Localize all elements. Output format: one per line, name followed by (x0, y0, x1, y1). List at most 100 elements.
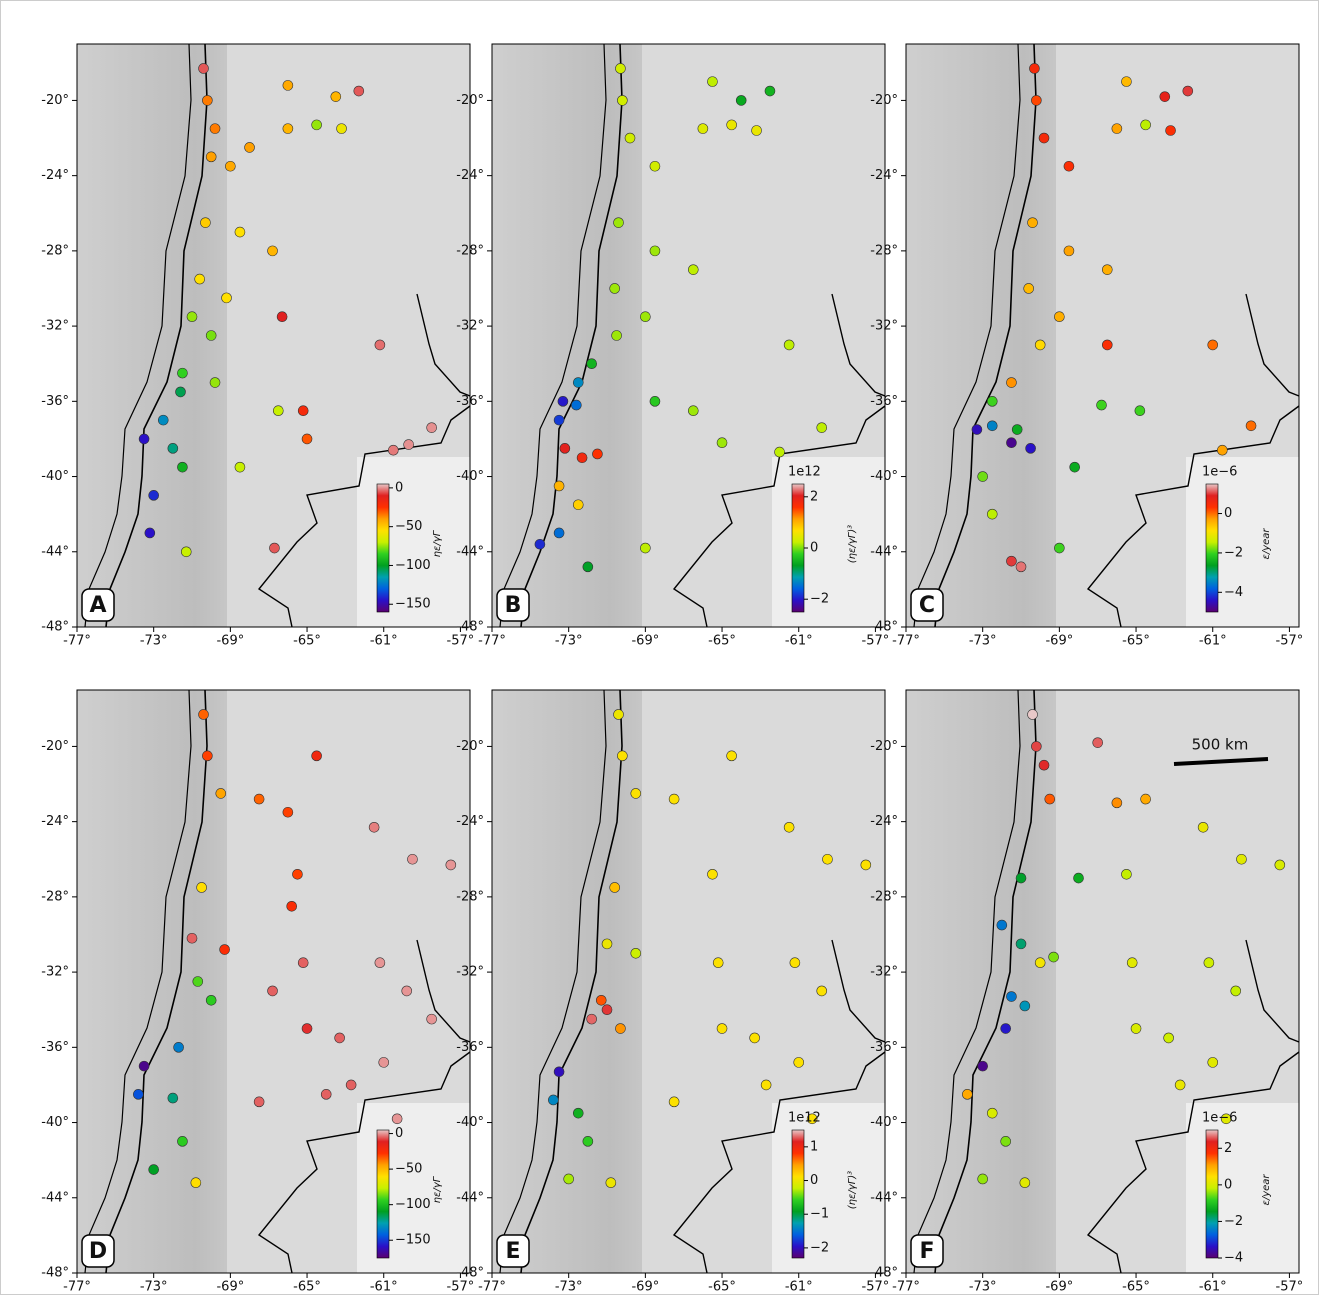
station (553, 1066, 565, 1078)
station (613, 217, 624, 228)
colorbar-tick-label: −150 (395, 597, 431, 612)
colorbar-label: (ηε/γΓ)³ (847, 1171, 858, 1209)
station (426, 422, 437, 433)
station (1121, 76, 1132, 87)
panel-label: C (919, 593, 935, 618)
station (177, 461, 188, 473)
y-tick-label: -36° (41, 394, 69, 409)
y-tick-label: -48° (456, 1266, 484, 1281)
colorbar-tick-label: −100 (395, 558, 431, 573)
panel-label-box (910, 588, 944, 622)
colorbar-tick-label: 0 (395, 1126, 403, 1141)
colorbar-tick-label: −2 (1224, 1214, 1243, 1229)
station (1019, 1000, 1031, 1012)
y-tick-label: -48° (41, 1266, 69, 1281)
station (617, 95, 628, 106)
station (1220, 1113, 1232, 1125)
station (822, 853, 833, 865)
station (368, 821, 380, 833)
station (601, 1004, 613, 1016)
colorbar-label: (ηε/γΓ)³ (847, 525, 858, 563)
x-tick-label: -61° (785, 1280, 813, 1295)
x-tick-label: -73° (140, 634, 168, 649)
colorbar (1205, 483, 1219, 613)
stations (534, 63, 828, 573)
station (707, 76, 718, 87)
panel-label: D (89, 1239, 107, 1264)
station (1027, 217, 1038, 228)
panel-frame (905, 689, 1300, 1274)
station (624, 132, 636, 144)
station (144, 527, 156, 539)
x-tick-label: -61° (1199, 1280, 1227, 1295)
station (630, 788, 642, 799)
x-tick-label: -69° (1045, 1280, 1073, 1295)
station (557, 396, 569, 407)
station (640, 542, 651, 554)
station (601, 938, 613, 950)
station (553, 527, 565, 539)
y-tick-label: -28° (456, 889, 484, 904)
y-tick-label: -48° (870, 620, 898, 635)
station (330, 91, 342, 102)
x-tick-label: -77° (478, 1280, 506, 1295)
y-tick-label: -32° (456, 319, 484, 334)
station (426, 1013, 437, 1025)
x-tick-label: -77° (892, 634, 920, 649)
station (774, 446, 785, 458)
panel-label-box (496, 588, 530, 622)
station (977, 1173, 988, 1185)
colorbar (791, 483, 805, 613)
y-tick-label: -36° (41, 1040, 69, 1055)
station (445, 859, 457, 871)
station (253, 1096, 265, 1108)
x-tick-label: -57° (447, 634, 475, 649)
x-tick-label: -61° (370, 634, 398, 649)
y-tick-label: -28° (41, 889, 69, 904)
station (1054, 542, 1065, 554)
x-tick-label: -69° (631, 634, 659, 649)
station (157, 414, 169, 426)
y-tick-label: -48° (41, 620, 69, 635)
colorbar (376, 483, 390, 613)
x-tick-label: -57° (862, 634, 890, 649)
station (292, 869, 303, 880)
y-tick-label: -20° (870, 739, 898, 754)
station (986, 1107, 998, 1119)
station (1159, 91, 1171, 102)
station (407, 853, 418, 865)
station (311, 119, 322, 131)
station (613, 709, 624, 720)
station (177, 367, 188, 379)
y-tick-label: -20° (456, 93, 484, 108)
station (267, 245, 278, 257)
station (764, 85, 776, 97)
station (793, 1057, 805, 1068)
x-tick-label: -61° (370, 1280, 398, 1295)
station (534, 538, 546, 550)
map-panel: -20° -24° -28° -32° -36° -40° -44° -48°-77° -73°… (870, 689, 1303, 1295)
station (1274, 859, 1286, 871)
station (649, 160, 661, 172)
station (687, 405, 699, 417)
colorbar-label: ε/year (1261, 528, 1272, 560)
station (1054, 311, 1065, 322)
colorbar-label: ηε/γΓ (432, 1175, 443, 1203)
panel-label: B (505, 593, 522, 618)
colorbar-tick-label: 0 (810, 1173, 818, 1188)
station (1063, 160, 1075, 172)
station (148, 490, 159, 501)
y-tick-label: -32° (456, 965, 484, 980)
station (374, 339, 386, 351)
station (272, 405, 284, 417)
station (403, 439, 414, 450)
station (1031, 95, 1042, 106)
station (548, 1094, 559, 1106)
y-tick-label: -48° (870, 1266, 898, 1281)
colorbar-background (772, 457, 885, 627)
colorbar (791, 1129, 805, 1259)
map-panel: -20° -24° -28° -32° -36° -40° -44° -48°-77° -73°… (41, 43, 475, 649)
station (977, 471, 988, 482)
station (586, 358, 597, 370)
colorbar-tick-label: −2 (1224, 545, 1243, 560)
